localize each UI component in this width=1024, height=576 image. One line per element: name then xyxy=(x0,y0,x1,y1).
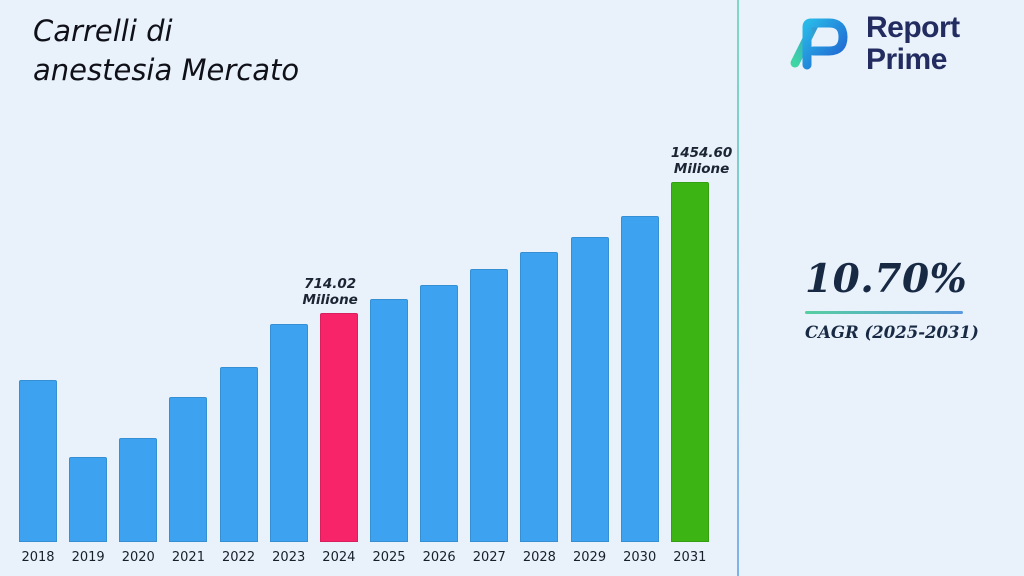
x-axis-label-2029: 2029 xyxy=(573,550,607,565)
bar-chart: 2018 2019 2020 2021 2022 2023 714.02 Milione 202… xyxy=(19,126,732,566)
bar-2030 xyxy=(620,216,659,542)
bar-column-2027: 2027 xyxy=(470,126,509,566)
page-title-line1: Carrelli di xyxy=(33,14,173,48)
x-axis-label-2022: 2022 xyxy=(222,550,256,565)
value-annotation-2024: 714.02 Milione xyxy=(302,275,358,308)
bar-2026 xyxy=(420,285,459,542)
bar-column-2024: 714.02 Milione 2024 xyxy=(302,126,358,566)
bar-2025 xyxy=(369,299,408,542)
bar-column-2023: 2023 xyxy=(269,126,308,566)
bar-column-2025: 2025 xyxy=(369,126,408,566)
report-prime-logo-icon xyxy=(783,13,853,75)
x-axis-label-2021: 2021 xyxy=(171,550,205,565)
x-axis-label-2025: 2025 xyxy=(372,550,406,565)
bar-2028 xyxy=(520,252,559,542)
brand: Report Prime xyxy=(783,11,960,77)
x-axis-label-2020: 2020 xyxy=(121,550,155,565)
bar-column-2021: 2021 xyxy=(169,126,208,566)
bar-2018 xyxy=(19,380,57,542)
bar-column-2030: 2030 xyxy=(620,126,659,566)
cagr-underline xyxy=(805,311,963,314)
x-axis-label-2018: 2018 xyxy=(21,550,55,565)
bar-2031 xyxy=(670,182,709,542)
bar-column-2018: 2018 xyxy=(19,126,57,566)
brand-name-line1: Report xyxy=(866,11,960,44)
page-title-line2: anestesia Mercato xyxy=(33,53,300,88)
x-axis-label-2030: 2030 xyxy=(623,550,657,565)
value-annotation-2031: 1454.60 Milione xyxy=(670,144,733,177)
x-axis-label-2028: 2028 xyxy=(522,550,556,565)
bar-column-2029: 2029 xyxy=(570,126,609,566)
bar-column-2028: 2028 xyxy=(520,126,559,566)
bar-2020 xyxy=(119,438,158,542)
bar-2023 xyxy=(269,324,308,542)
bar-2029 xyxy=(570,237,609,542)
x-axis-label-2023: 2023 xyxy=(272,550,306,565)
bar-column-2026: 2026 xyxy=(420,126,459,566)
brand-name: Report Prime xyxy=(866,11,960,77)
page-title: Carrelli di anestesia Mercato xyxy=(33,12,299,90)
x-axis-label-2026: 2026 xyxy=(422,550,456,565)
cagr-panel: 10.70% CAGR (2025-2031) xyxy=(805,256,979,342)
bar-column-2019: 2019 xyxy=(69,126,108,566)
bar-2019 xyxy=(69,457,108,542)
bar-column-2031: 1454.60 Milione 2031 xyxy=(670,126,732,566)
bar-2021 xyxy=(169,397,208,542)
bar-2022 xyxy=(219,367,258,542)
bar-column-2022: 2022 xyxy=(219,126,258,566)
vertical-divider xyxy=(737,0,739,576)
x-axis-label-2031: 2031 xyxy=(673,550,707,565)
x-axis-label-2024: 2024 xyxy=(322,550,356,565)
bar-2027 xyxy=(470,269,509,542)
bar-2024 xyxy=(319,313,358,542)
brand-name-line2: Prime xyxy=(866,43,947,77)
x-axis-label-2019: 2019 xyxy=(71,550,105,565)
cagr-label: CAGR (2025-2031) xyxy=(805,323,979,342)
bar-column-2020: 2020 xyxy=(119,126,158,566)
cagr-value: 10.70% xyxy=(805,256,968,302)
x-axis-label-2027: 2027 xyxy=(472,550,506,565)
